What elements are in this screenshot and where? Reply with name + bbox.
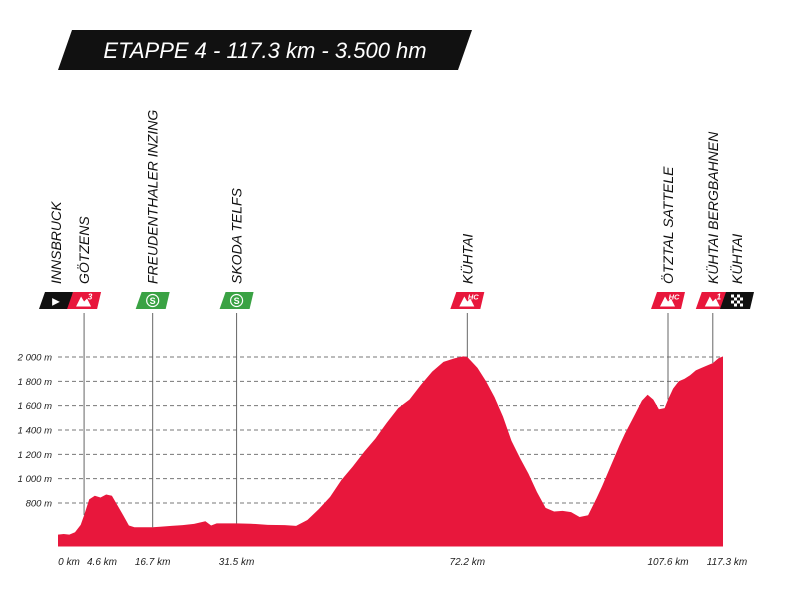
y-tick-label: 1 200 m xyxy=(18,450,52,461)
category-label: HC xyxy=(669,293,680,302)
category-label: 1 xyxy=(717,293,722,302)
x-tick-label: 31.5 km xyxy=(219,557,255,568)
sprint-ring xyxy=(229,293,244,308)
checker-square xyxy=(740,297,743,301)
x-tick-label: 16.7 km xyxy=(135,557,171,568)
checker-square xyxy=(734,303,737,307)
checker-square xyxy=(734,297,737,301)
stage-title: ETAPPE 4 - 117.3 km - 3.500 hm xyxy=(103,38,426,63)
mountain-glyph xyxy=(76,296,92,307)
checker-square xyxy=(740,303,743,307)
title-banner-background xyxy=(58,30,472,70)
y-tick-label: 800 m xyxy=(26,499,52,510)
marker-name: ÖTZTAL SATTELE xyxy=(659,166,676,284)
checker-square xyxy=(731,300,734,304)
checker-square xyxy=(737,294,740,298)
mountain-glyph xyxy=(660,296,676,307)
marker-name: FREUDENTHALER INZING xyxy=(145,110,161,284)
marker-name: INNSBRUCK xyxy=(48,201,64,284)
category-label: HC xyxy=(468,293,479,302)
sprint-ring xyxy=(146,293,160,308)
title-banner: ETAPPE 4 - 117.3 km - 3.500 hm xyxy=(58,30,472,70)
marker-name: GÖTZENS xyxy=(75,216,92,284)
marker-g-tzens: 3 GÖTZENS xyxy=(67,216,102,516)
x-tick-label: 72.2 km xyxy=(450,557,486,568)
start-flag-icon xyxy=(39,292,73,309)
marker-k-htai: HC KÜHTAI xyxy=(450,234,485,357)
x-tick-label: 4.6 km xyxy=(87,557,117,568)
category-label: 3 xyxy=(88,293,93,302)
marker-innsbruck: ▶ INNSBRUCK xyxy=(39,201,73,309)
mountain-glyph xyxy=(704,296,720,307)
sprint-icon xyxy=(135,292,170,309)
play-glyph: ▶ xyxy=(52,297,60,308)
marker--tztal-sattele: HC ÖTZTAL SATTELE xyxy=(651,166,686,400)
y-tick-label: 1 400 m xyxy=(18,426,52,437)
y-tick-label: 1 600 m xyxy=(18,401,52,412)
checker-square xyxy=(731,294,734,298)
mountain-glyph xyxy=(459,296,475,307)
marker-k-htai: KÜHTAI xyxy=(720,234,754,309)
marker-name: KÜHTAI xyxy=(728,234,745,284)
mountain-cat1-icon xyxy=(695,292,730,309)
marker-name: KÜHTAI BERGBAHNEN xyxy=(704,131,721,284)
marker-freudenthaler-inzing: S FREUDENTHALER INZING xyxy=(135,110,170,528)
mountain-cat3-icon xyxy=(67,292,102,309)
checker-square xyxy=(737,300,740,304)
y-tick-label: 1 800 m xyxy=(18,377,52,388)
elevation-area xyxy=(58,356,723,546)
marker-name: KÜHTAI xyxy=(458,234,475,284)
sprint-letter: S xyxy=(234,296,240,306)
x-tick-label: 0 km xyxy=(58,557,80,568)
sprint-letter: S xyxy=(150,296,156,306)
y-axis: 2 000 m 1 800 m 1 600 m 1 400 m 1 200 m 1 000… xyxy=(17,353,52,510)
marker-k-htai-bergbahnen: 1 KÜHTAI BERGBAHNEN xyxy=(695,131,730,364)
x-tick-label: 117.3 km xyxy=(707,557,747,568)
y-tick-label: 1 000 m xyxy=(18,474,52,485)
x-tick-label: 107.6 km xyxy=(647,557,688,568)
sprint-icon xyxy=(219,292,254,309)
x-axis: 0 km 4.6 km 16.7 km 31.5 km 72.2 km 107.6 km 1… xyxy=(58,557,747,568)
marker-skoda-telfs: S SKODA TELFS xyxy=(219,187,254,524)
marker-name: SKODA TELFS xyxy=(229,187,245,284)
y-tick-label: 2 000 m xyxy=(17,353,52,364)
elevation-profile xyxy=(58,356,723,547)
mountain-hc-icon xyxy=(450,292,485,309)
mountain-hc-icon xyxy=(651,292,686,309)
